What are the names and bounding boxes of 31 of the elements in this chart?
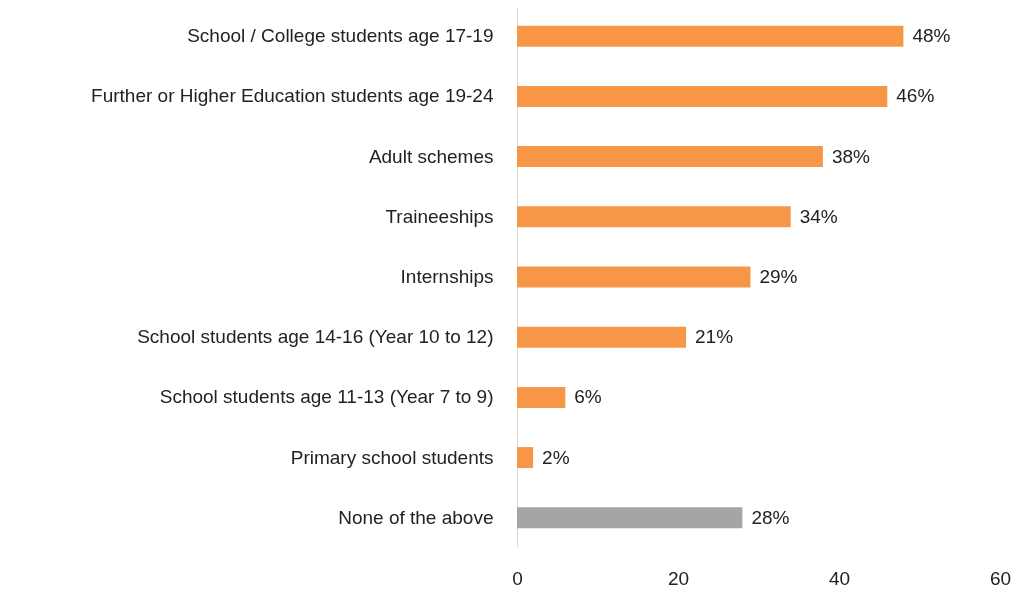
data-label: 34% (799, 205, 838, 227)
x-tick-label: 40 (828, 567, 851, 589)
data-label: 2% (542, 446, 570, 468)
data-label: 38% (831, 145, 871, 167)
bar (517, 447, 534, 469)
data-label: 29% (759, 266, 798, 287)
y-tick-label: Further or Higher Education students age 19-24 (91, 85, 494, 107)
y-tick-label: School / College students age 17-19 (187, 25, 494, 47)
bar (517, 386, 566, 408)
x-tick-label: 0 (512, 567, 523, 589)
bar (517, 206, 791, 228)
bar (517, 146, 823, 168)
data-label: 6% (574, 386, 602, 408)
y-tick-label: School students age 14-16 (Year 10 to 12) (137, 326, 494, 348)
y-tick-label: None of the above (338, 506, 494, 528)
bar (517, 266, 751, 288)
y-tick-label: Adult schemes (368, 145, 494, 167)
x-tick-label: 60 (989, 567, 1012, 589)
data-label: 46% (896, 85, 935, 107)
bar (517, 85, 888, 107)
data-label: 21% (695, 326, 734, 348)
bar (517, 326, 687, 348)
y-tick-label: Internships (400, 266, 494, 287)
y-tick-label: School students age 11-13 (Year 7 to 9) (159, 386, 494, 408)
y-tick-label: Traineeships (385, 205, 494, 227)
y-tick-label: Primary school students (290, 446, 494, 468)
bar (517, 507, 743, 529)
data-label: 28% (751, 506, 790, 528)
data-label: 48% (912, 25, 951, 47)
x-tick-label: 20 (667, 567, 690, 589)
bar (517, 25, 904, 47)
